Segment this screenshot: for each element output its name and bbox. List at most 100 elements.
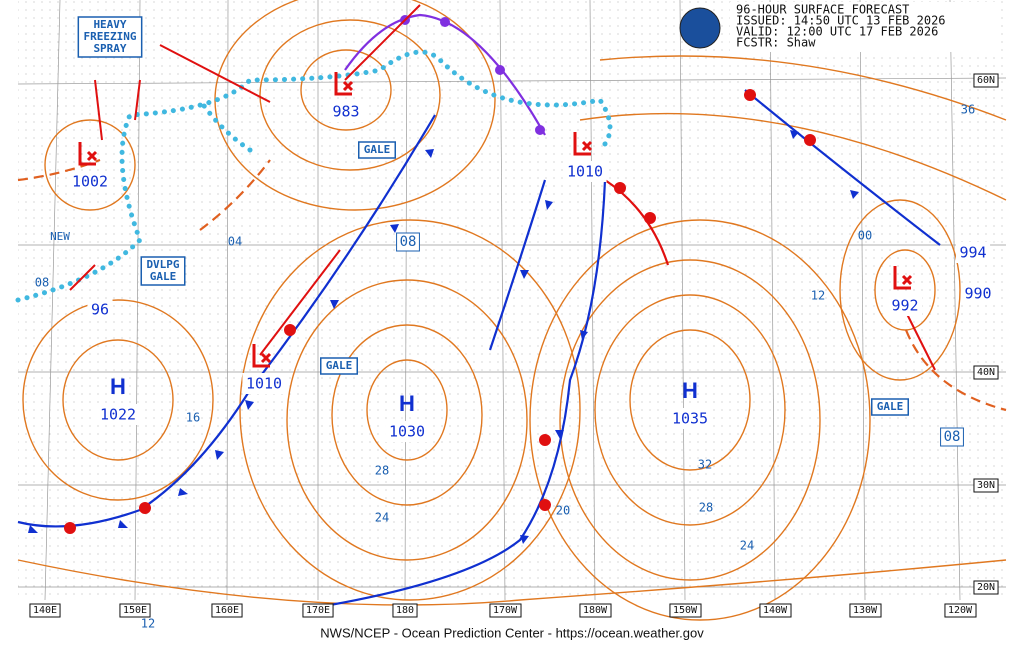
longitude-label: 180W xyxy=(583,605,608,616)
low-pressure-box xyxy=(887,295,923,316)
warning-box xyxy=(77,16,143,58)
longitude-label-box xyxy=(119,603,151,618)
warm-front-bumps xyxy=(64,89,816,534)
longitude-label-box xyxy=(489,603,522,618)
header-line: VALID: 12:00 UTC 17 FEB 2026 xyxy=(736,25,938,39)
isobar-label: 28 xyxy=(699,501,713,515)
high-pressure: 1022 xyxy=(100,406,136,424)
low-symbol xyxy=(334,72,354,96)
latitude-label: 60N xyxy=(977,75,995,86)
isobar-label: 28 xyxy=(375,464,389,478)
latitude-label: 20N xyxy=(977,582,995,593)
isobar-label: 24 xyxy=(375,511,389,525)
longitude-label: 180 xyxy=(396,605,414,616)
longitude-label-box xyxy=(211,603,243,618)
warning-box xyxy=(871,398,909,416)
high-pressure-box xyxy=(385,421,429,442)
header-line: ISSUED: 14:50 UTC 13 FEB 2026 xyxy=(736,14,946,28)
low-pressure-box xyxy=(87,299,113,320)
high-pressure-box xyxy=(668,408,712,429)
low-pressure: 1002 xyxy=(72,173,108,191)
warning-text: GALE xyxy=(326,359,353,372)
longitude-label: 120W xyxy=(948,605,973,616)
isobar-label: 32 xyxy=(698,458,712,472)
fronts xyxy=(17,13,1007,607)
warning-text: GALE xyxy=(877,400,904,413)
high-pressure: 1035 xyxy=(672,410,708,428)
header-line: FCSTR: Shaw xyxy=(736,36,816,50)
low-pressure-box xyxy=(68,171,112,192)
low-symbol xyxy=(893,266,913,290)
low-symbol xyxy=(252,344,272,368)
low-pressure: 1010 xyxy=(567,163,603,181)
warning-text: GALE xyxy=(150,270,177,283)
low-pressure-box xyxy=(955,242,991,263)
latitude-label-box xyxy=(973,478,999,493)
low-pressure-box xyxy=(960,283,996,304)
header-line: 96-HOUR SURFACE FORECAST xyxy=(736,3,909,17)
high-symbol: H xyxy=(110,374,126,399)
low-pressure: 990 xyxy=(964,285,991,303)
warning-box xyxy=(358,141,396,159)
isobar-label: 20 xyxy=(556,504,570,518)
longitude-label-box xyxy=(29,603,61,618)
isobar-label-box xyxy=(396,232,420,252)
longitude-label-box xyxy=(944,603,977,618)
low-pressure: 994 xyxy=(959,244,986,262)
warning-box xyxy=(320,357,358,375)
longitude-label: 140W xyxy=(763,605,788,616)
isobar-label: 36 xyxy=(961,103,975,117)
isobar-label: 16 xyxy=(186,411,200,425)
low-pressure: 983 xyxy=(332,103,359,121)
low-pressure: 992 xyxy=(891,297,918,315)
longitude-label-box xyxy=(392,603,418,618)
isobar-label: 08 xyxy=(35,276,49,290)
low-pressure-box xyxy=(328,101,364,122)
longitude-label: 150W xyxy=(673,605,698,616)
isobar-label: 00 xyxy=(858,229,872,243)
latitude-label-box xyxy=(973,73,999,88)
header-panel xyxy=(679,2,1000,52)
longitude-label-box xyxy=(579,603,612,618)
isobars xyxy=(17,0,1007,621)
low-pressure: 96 xyxy=(91,301,109,319)
latitude-label: 40N xyxy=(977,367,995,378)
ice-edge xyxy=(15,49,613,303)
isobar-label: 08 xyxy=(944,429,961,445)
longitude-label: 170E xyxy=(306,605,330,616)
low-pressure-box xyxy=(563,161,607,182)
low-symbol xyxy=(78,142,98,166)
isobar-label: 24 xyxy=(740,539,754,553)
longitude-label: 150E xyxy=(123,605,147,616)
map-background xyxy=(18,0,1006,600)
longitude-label: 140E xyxy=(33,605,57,616)
footer-credit: NWS/NCEP - Ocean Prediction Center - htt… xyxy=(320,625,704,640)
isobar-label: 12 xyxy=(141,617,155,631)
latitude-label-box xyxy=(973,365,999,380)
warning-text: SPRAY xyxy=(93,42,126,55)
longitude-label: 130W xyxy=(853,605,878,616)
warning-text: DVLPG xyxy=(146,258,179,271)
isobar-label: 04 xyxy=(228,235,242,249)
high-symbol: H xyxy=(682,378,698,403)
longitude-label: 160E xyxy=(215,605,239,616)
latitude-label-box xyxy=(973,580,999,595)
isobar-label-box xyxy=(940,427,964,447)
longitude-label: 170W xyxy=(493,605,518,616)
warning-box xyxy=(140,256,186,286)
longitude-label-box xyxy=(759,603,792,618)
low-symbol xyxy=(573,132,593,156)
warning-text: FREEZING xyxy=(84,30,137,43)
high-pressure-box xyxy=(96,404,140,425)
high-symbol: H xyxy=(399,391,415,416)
warning-text: GALE xyxy=(364,143,391,156)
isobar-label: 08 xyxy=(400,234,417,250)
longitude-label-box xyxy=(302,603,334,618)
longitude-label-box xyxy=(849,603,882,618)
longitude-label-box xyxy=(669,603,702,618)
latitude-label: 30N xyxy=(977,480,995,491)
track-arrows xyxy=(69,4,936,371)
note-label: NEW xyxy=(50,230,70,243)
warning-text: HEAVY xyxy=(93,18,126,31)
